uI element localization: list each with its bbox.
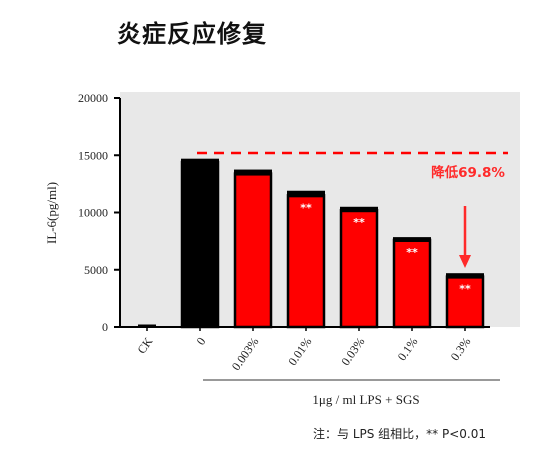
x-tick-label: CK bbox=[134, 334, 155, 356]
bar bbox=[233, 172, 273, 329]
error-bar bbox=[181, 158, 219, 165]
page-title: 炎症反应修复 bbox=[117, 20, 267, 48]
significance-label: ** bbox=[406, 246, 418, 259]
bar bbox=[286, 194, 326, 329]
reduction-annotation: 降低69.8% bbox=[431, 164, 505, 181]
x-axis: CK 0 0.003% 0.01% 0.03% 0.1% 0.3% bbox=[120, 326, 490, 373]
significance-label: ** bbox=[459, 283, 471, 296]
significance-label: ** bbox=[300, 201, 312, 214]
y-tick-label: 10000 bbox=[78, 206, 108, 220]
x-tick-label: 0.1% bbox=[395, 335, 421, 364]
error-bar bbox=[287, 190, 325, 198]
y-tick-label: 15000 bbox=[78, 148, 108, 162]
group-label: 1μg / ml LPS + SGS bbox=[312, 392, 419, 407]
x-tick-label: 0.003% bbox=[229, 335, 262, 373]
error-bar bbox=[393, 237, 431, 242]
y-tick-label: 0 bbox=[102, 320, 108, 334]
bar bbox=[339, 208, 379, 329]
x-tick-label: 0.3% bbox=[448, 335, 474, 364]
bar bbox=[180, 160, 220, 329]
x-tick-label: 0 bbox=[194, 335, 209, 348]
y-tick-label: 5000 bbox=[84, 263, 108, 277]
footnote: 注：与 LPS 组相比，** P<0.01 bbox=[313, 427, 486, 441]
error-bar bbox=[340, 206, 378, 213]
y-axis: 0 5000 10000 15000 20000 bbox=[78, 91, 121, 334]
x-tick-label: 0.03% bbox=[338, 335, 367, 368]
y-axis-label: IL-6(pg/ml) bbox=[44, 182, 59, 244]
error-bar bbox=[446, 273, 484, 279]
significance-label: ** bbox=[353, 216, 365, 229]
y-tick-label: 20000 bbox=[78, 91, 108, 105]
annotation-arrow-head bbox=[459, 255, 471, 268]
annotation-group: 降低69.8% bbox=[431, 164, 505, 268]
error-bar bbox=[234, 169, 272, 176]
x-tick-label: 0.01% bbox=[285, 335, 314, 368]
